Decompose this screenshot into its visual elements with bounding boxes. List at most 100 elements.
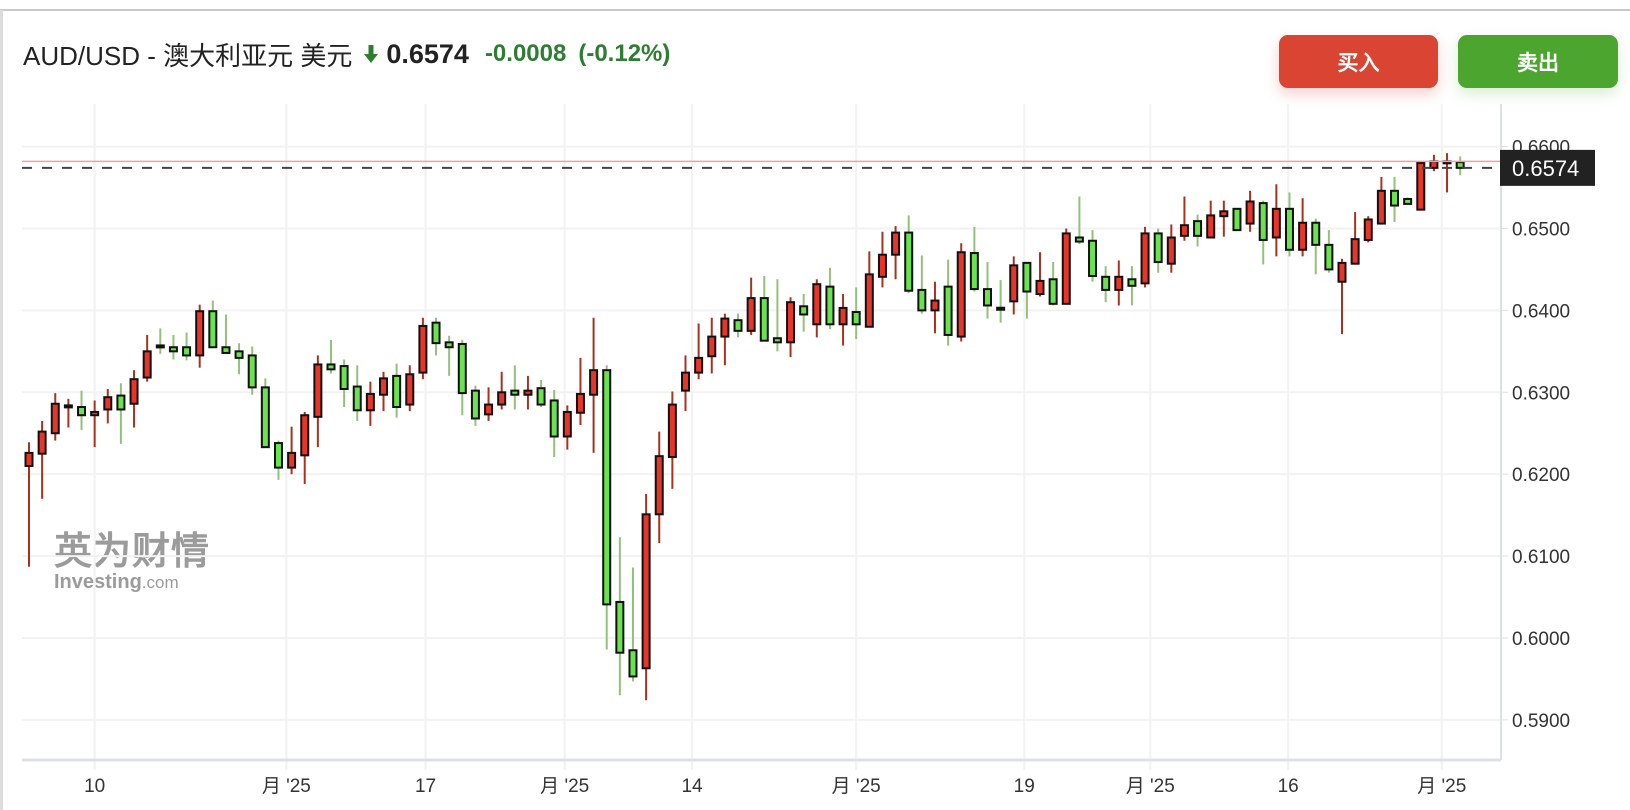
candle-body [877,253,887,278]
candle-up [891,226,901,280]
investing-watermark: 英为财情 Investing.com [54,520,210,594]
price-change-percent: (-0.12%) [578,40,671,67]
y-tick-label: 0.5900 [1512,711,1570,732]
candle-body [1166,236,1176,265]
candle-down [982,262,992,319]
candle-body [77,406,87,417]
candle-body [300,414,310,457]
last-price-label: 0.6574 [1512,156,1579,181]
candle-body [549,399,559,438]
instrument-header: AUD/USD - 澳大利亚元 美元 0.6574 -0.0008 (-0.12… [23,34,670,74]
candle-body [667,403,677,458]
candle-down [1390,176,1400,222]
candle-up [1416,161,1426,211]
candle-down [273,440,283,480]
candle-down [234,343,244,375]
candle-up [129,370,139,428]
candle-body [536,387,546,406]
sell-button[interactable]: 卖出 [1458,35,1618,88]
x-tick-label: 月 '25 [1126,776,1175,797]
candle-up [930,281,940,334]
last-price: 0.6574 [386,38,469,69]
candle-body [786,301,796,344]
candle-body [142,350,152,379]
candle-body [1206,214,1216,239]
candle-up [575,357,585,426]
candle-down [392,363,402,418]
instrument-title: AUD/USD - 澳大利亚元 美元 [23,40,353,71]
candle-down [221,314,231,354]
candle-body [418,324,428,374]
candle-body [392,374,402,409]
candle-up [90,400,100,448]
candle-body [221,346,231,354]
candle-body [1258,202,1268,241]
candle-down [326,339,336,374]
candle-body [234,350,244,359]
candle-up [877,231,887,288]
candle-down [116,383,126,444]
candle-up [313,355,323,448]
y-tick-label: 0.6500 [1512,219,1570,240]
candle-down [510,365,520,410]
candle-body [247,354,257,389]
y-tick-label: 0.6300 [1512,383,1570,404]
candle-down [1048,262,1058,306]
candle-down [917,255,927,314]
last-price-badge [1500,149,1595,186]
y-tick-label: 0.6000 [1512,629,1570,650]
candle-body [313,363,323,418]
candle-up [1061,228,1071,305]
candle-body [1114,275,1124,291]
candle-down [1074,196,1084,245]
candle-body [1101,275,1111,291]
candle-body [260,386,270,449]
candle-down [759,275,769,342]
buy-button[interactable]: 买入 [1279,35,1438,88]
candle-up [287,426,297,475]
candle-body [602,369,612,606]
candle-up [1035,252,1045,297]
candle-down [1311,218,1321,275]
candle-body [694,356,704,374]
candle-up [63,398,73,428]
grid-lines [22,104,1501,770]
candle-body [103,396,113,411]
candle-body [1022,261,1032,293]
candle-body [1455,161,1465,169]
candle-up [864,251,874,328]
candle-up [720,313,730,366]
candle-body [1298,221,1308,251]
candle-body [812,283,822,326]
candle-body [864,273,874,328]
x-tick-label: 月 '25 [1417,776,1466,797]
watermark-cn: 英为财情 [54,531,211,573]
candle-body [182,346,192,357]
candle-up [746,277,756,335]
candle-body [1324,243,1334,271]
candle-body [628,649,638,678]
candle-body [287,451,297,469]
candle-down [1258,200,1268,265]
price-change: -0.0008 [484,40,567,67]
candle-body [562,410,572,438]
candle-body [470,389,480,420]
candle-body [405,373,415,406]
candle-body [1403,198,1413,205]
candle-up [1363,216,1373,243]
candle-down [444,335,454,376]
x-tick-label: 月 '25 [832,776,881,797]
candle-up [365,381,375,426]
candle-up [1337,258,1347,335]
candle-body [746,297,756,332]
candle-up [654,431,664,543]
axes: 0.66000.65000.64000.63000.62000.61000.60… [22,104,1595,797]
x-tick-label: 19 [1014,776,1035,797]
candle-body [654,455,664,516]
candle-body [733,319,743,332]
candle-doji [996,280,1006,323]
x-tick-label: 17 [415,776,436,797]
candle-down [431,317,441,356]
candle-down [1153,228,1163,273]
